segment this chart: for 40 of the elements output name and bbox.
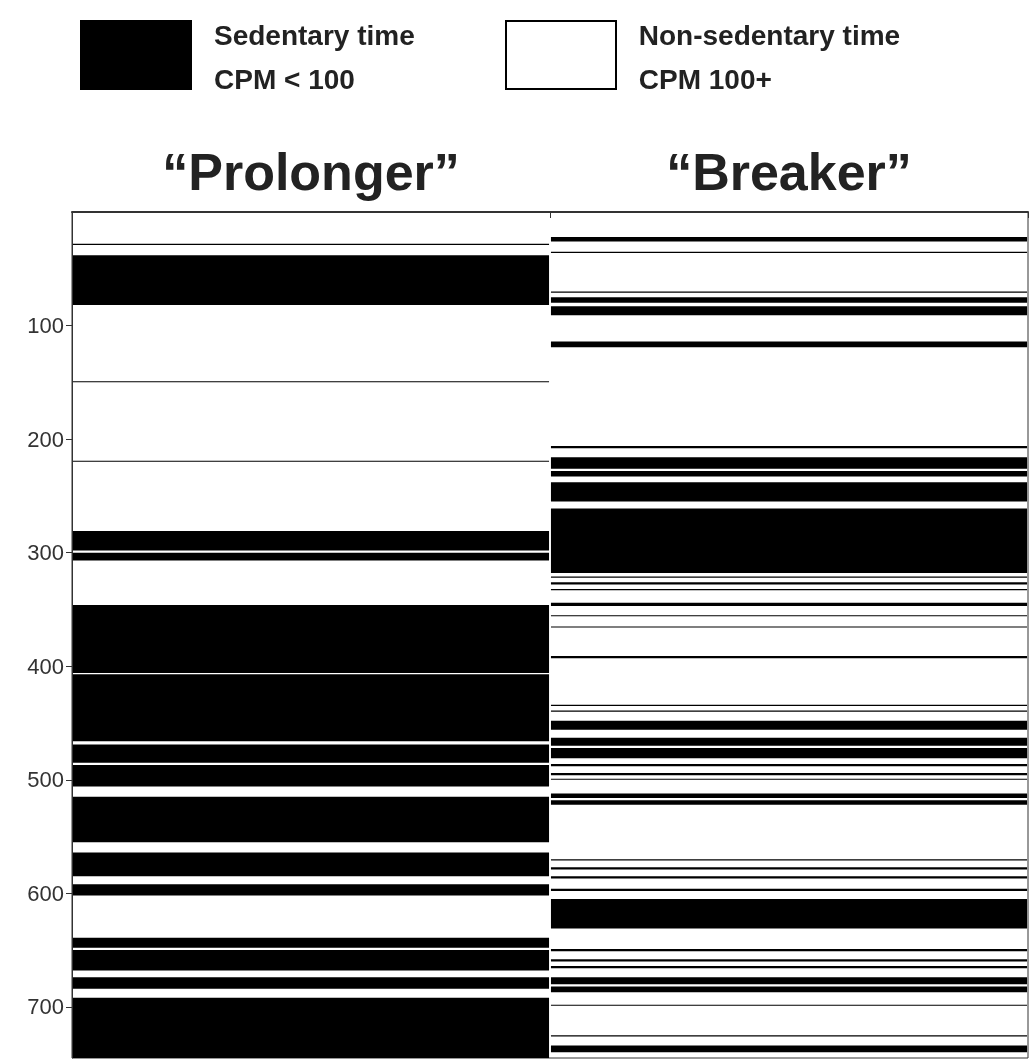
bar <box>550 720 1028 730</box>
bar <box>72 796 550 843</box>
y-tick-label: 400 <box>27 653 64 679</box>
bar <box>550 508 1028 574</box>
bar <box>550 297 1028 303</box>
bar <box>550 341 1028 348</box>
y-tick-label: 700 <box>27 994 64 1020</box>
bar <box>72 531 550 551</box>
bar <box>550 482 1028 502</box>
bar <box>550 977 1028 985</box>
bar <box>550 306 1028 316</box>
bar <box>550 986 1028 993</box>
y-tick-label: 600 <box>27 880 64 906</box>
bar <box>72 552 550 561</box>
bar <box>72 977 550 989</box>
y-tick-label: 300 <box>27 540 64 566</box>
bar <box>72 884 550 896</box>
bar <box>72 255 550 306</box>
bar <box>550 747 1028 759</box>
bar <box>72 937 550 948</box>
bar <box>550 470 1028 477</box>
bar <box>72 997 550 1058</box>
bar <box>72 950 550 971</box>
y-tick-label: 500 <box>27 767 64 793</box>
bar <box>550 793 1028 798</box>
x-tick-label: “Breaker” <box>666 143 912 201</box>
bar <box>72 765 550 787</box>
bar <box>550 457 1028 469</box>
bar <box>550 800 1028 805</box>
bar <box>72 852 550 877</box>
text: Sedentary time CPM < 100 <box>214 20 415 95</box>
x-tick-label: “Prolonger” <box>162 143 460 201</box>
bar <box>550 737 1028 746</box>
bar <box>72 744 550 763</box>
y-tick-label: 100 <box>27 313 64 339</box>
bar <box>550 899 1028 929</box>
text: Non-sedentary time CPM 100+ <box>638 20 901 95</box>
bar <box>550 236 1028 242</box>
bar <box>550 876 1028 879</box>
y-tick-label: 200 <box>27 426 64 452</box>
